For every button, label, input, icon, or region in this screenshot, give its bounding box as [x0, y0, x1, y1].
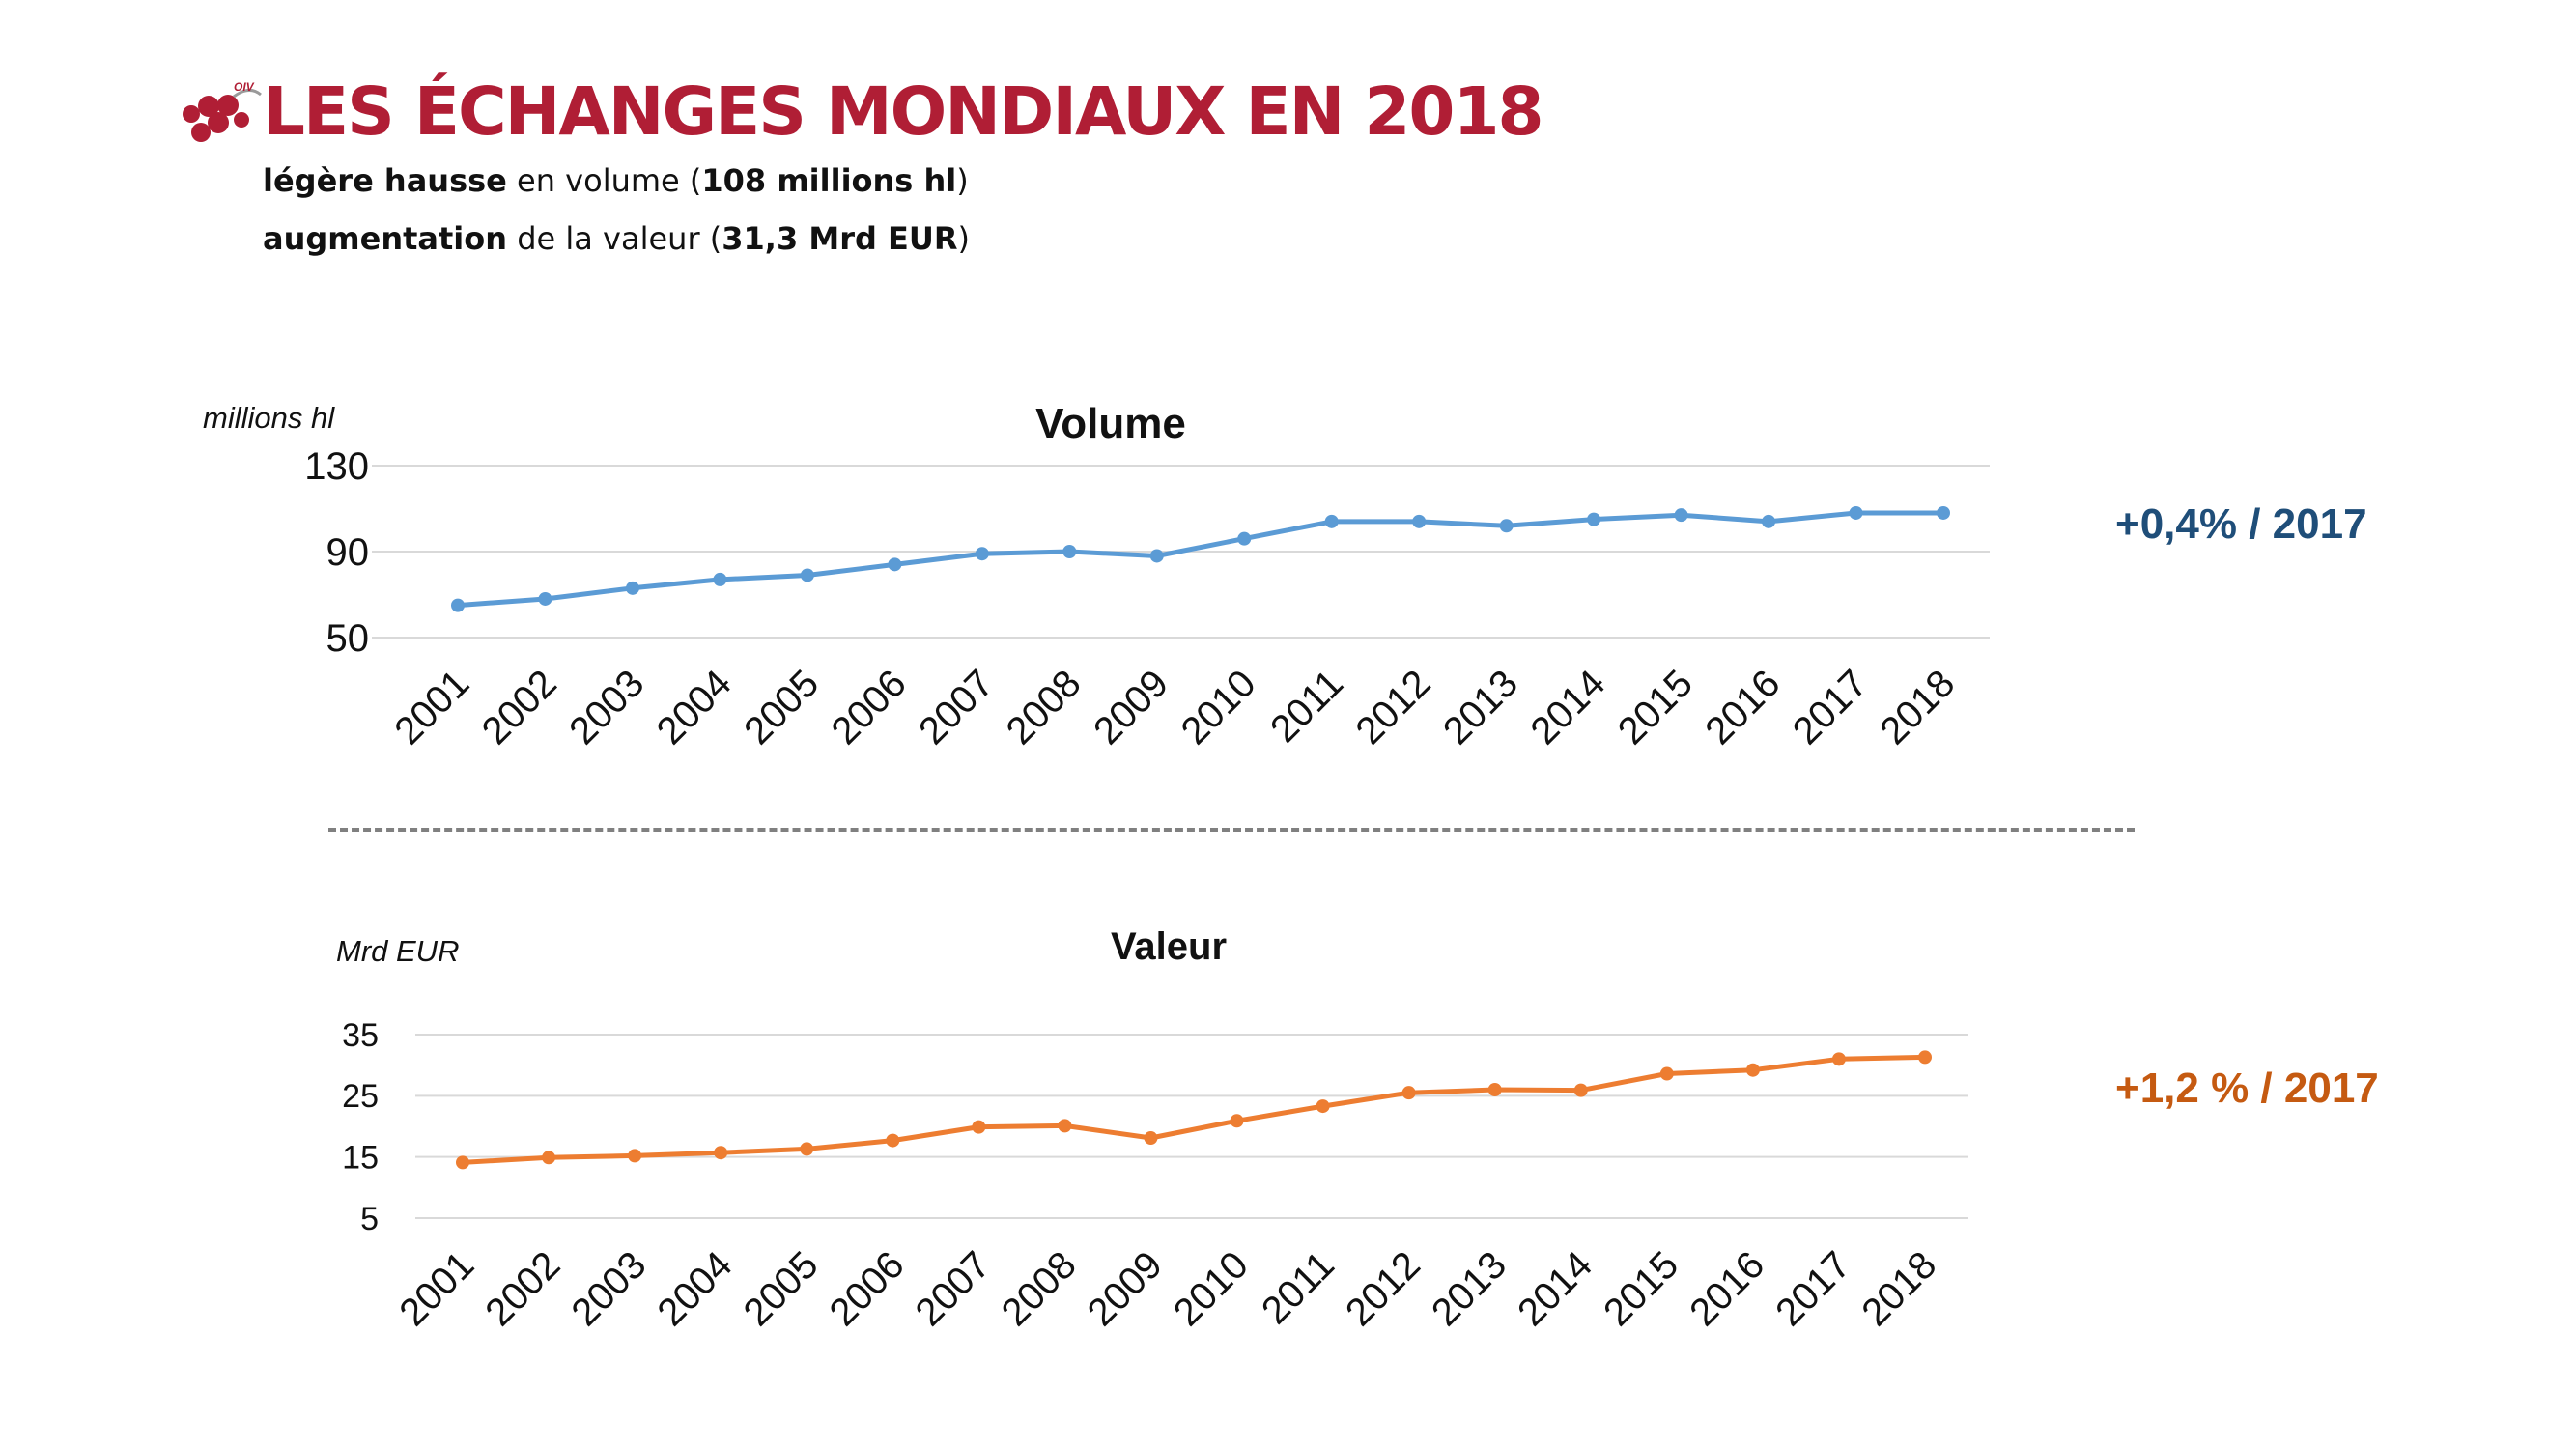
y-tick-label: 35	[342, 1017, 379, 1054]
x-tick-label: 2001	[391, 1243, 482, 1334]
data-point	[625, 581, 639, 595]
volume-summary-bold: légère hausse	[263, 162, 507, 199]
x-tick-label: 2002	[477, 1243, 568, 1334]
series-line	[462, 1054, 1926, 1165]
volume-summary-close: )	[956, 162, 969, 199]
data-point	[1849, 505, 1863, 520]
x-tick-label: 2013	[1424, 1243, 1514, 1334]
data-point	[800, 568, 814, 582]
y-tick-label: 25	[342, 1078, 379, 1115]
y-axis-label: Mrd EUR	[336, 934, 459, 968]
data-point	[451, 598, 465, 612]
value-summary-bold: augmentation	[263, 220, 508, 257]
data-point	[800, 1142, 814, 1156]
chart-title: Volume	[1035, 400, 1186, 447]
data-point	[456, 1155, 469, 1170]
volume-summary: légère hausse en volume (108 millions hl…	[263, 162, 969, 199]
data-point	[1237, 531, 1252, 546]
x-tick-label: 2018	[1854, 1243, 1944, 1334]
x-tick-label: 2008	[994, 1243, 1085, 1334]
value-summary-text: de la valeur (	[507, 220, 722, 257]
x-tick-label: 2005	[736, 1243, 827, 1334]
data-point	[1674, 508, 1688, 523]
data-point	[1573, 1083, 1588, 1097]
y-tick-label: 5	[360, 1201, 379, 1237]
section-divider	[328, 828, 2135, 832]
value-summary-value: 31,3 Mrd EUR	[722, 220, 958, 257]
data-point	[542, 1151, 556, 1165]
data-point	[1316, 1099, 1330, 1114]
data-point	[1587, 512, 1601, 526]
value-summary: augmentation de la valeur (31,3 Mrd EUR)	[263, 220, 970, 257]
x-tick-label: 2011	[1254, 1243, 1343, 1332]
data-point	[886, 1133, 900, 1148]
volume-summary-text: en volume (	[506, 162, 702, 199]
data-point	[1062, 545, 1077, 558]
x-tick-label: 2003	[563, 1243, 654, 1334]
x-tick-label: 2007	[908, 1243, 999, 1334]
data-point	[713, 572, 727, 586]
x-tick-label: 2012	[1338, 1243, 1429, 1334]
data-point	[628, 1149, 642, 1163]
data-point	[1487, 1083, 1502, 1096]
page-title: LES ÉCHANGES MONDIAUX EN 2018	[263, 73, 1543, 151]
data-point	[1937, 505, 1950, 520]
x-tick-label: 2006	[822, 1243, 913, 1334]
x-tick-label: 2017	[1768, 1243, 1858, 1334]
y-tick-label: 130	[304, 445, 369, 488]
volume-change-label: +0,4% / 2017	[2115, 500, 2367, 548]
data-point	[1499, 519, 1514, 533]
data-point	[538, 591, 552, 606]
data-point	[1918, 1050, 1932, 1065]
series-line	[457, 510, 1943, 609]
x-tick-label: 2010	[1166, 1243, 1257, 1334]
data-point	[888, 557, 902, 572]
data-point	[1144, 1131, 1158, 1146]
data-point	[1324, 514, 1339, 528]
data-point	[714, 1146, 728, 1160]
data-point	[972, 1120, 986, 1134]
y-axis-label: millions hl	[203, 401, 335, 435]
data-point	[1401, 1086, 1416, 1100]
data-point	[1831, 1052, 1846, 1066]
logo-text: OIV	[234, 80, 255, 94]
x-tick-label: 2016	[1682, 1243, 1772, 1334]
volume-summary-value: 108 millions hl	[701, 162, 957, 199]
oiv-grape-logo-icon: OIV	[183, 80, 262, 142]
data-point	[1230, 1114, 1244, 1128]
y-tick-label: 15	[342, 1140, 379, 1177]
valeur-change-label: +1,2 % / 2017	[2115, 1065, 2379, 1112]
x-tick-label: 2009	[1080, 1243, 1171, 1334]
data-point	[975, 547, 989, 561]
data-point	[1412, 514, 1427, 528]
chart-title: Valeur	[1111, 925, 1227, 968]
data-point	[1659, 1066, 1674, 1081]
data-point	[1149, 549, 1164, 563]
x-tick-label: 2015	[1596, 1243, 1686, 1334]
data-point	[1762, 514, 1776, 528]
value-summary-close: )	[957, 220, 970, 257]
data-point	[1745, 1063, 1760, 1077]
data-point	[1058, 1119, 1072, 1133]
x-tick-label: 2004	[650, 1243, 741, 1334]
y-tick-label: 50	[326, 617, 370, 660]
y-tick-label: 90	[326, 531, 370, 574]
x-tick-label: 2014	[1510, 1243, 1600, 1334]
